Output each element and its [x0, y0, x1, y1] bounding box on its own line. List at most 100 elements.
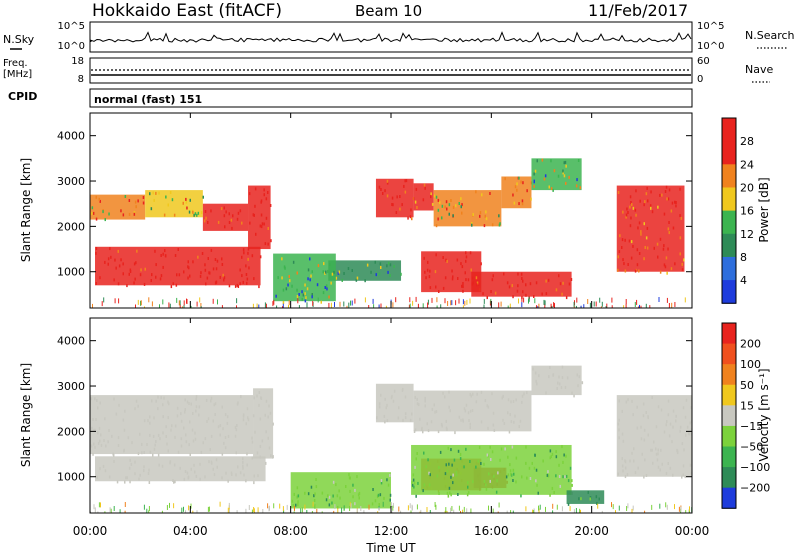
data-cell — [345, 485, 347, 488]
data-cell — [446, 510, 448, 513]
data-cell — [372, 298, 374, 304]
data-cell — [241, 221, 243, 225]
data-cell — [668, 434, 671, 438]
data-cell — [521, 199, 524, 203]
y-tick-label: 3000 — [57, 175, 85, 188]
data-cell — [219, 433, 221, 437]
data-cell — [135, 261, 137, 265]
data-cell — [490, 458, 492, 461]
data-cell — [507, 411, 509, 415]
data-cell — [628, 239, 631, 243]
data-cell — [557, 381, 559, 385]
colorbar-segment — [722, 467, 736, 489]
data-cell — [578, 497, 580, 501]
data-cell — [484, 399, 487, 403]
data-cell — [275, 294, 277, 298]
noise-left-tick-bottom: 10^0 — [58, 41, 85, 52]
data-cell — [568, 282, 571, 286]
data-cell — [455, 300, 457, 306]
data-cell — [665, 502, 667, 508]
data-cell — [497, 511, 499, 513]
data-cell — [633, 459, 635, 463]
data-cell — [504, 177, 506, 181]
data-cell — [469, 251, 472, 255]
data-cell — [465, 447, 467, 451]
data-cell — [475, 190, 477, 194]
noise-right-label: N.Search — [745, 29, 795, 42]
data-cell — [254, 187, 257, 191]
data-cell — [261, 222, 264, 226]
data-cell — [679, 429, 681, 433]
data-cell — [455, 473, 458, 477]
data-cell — [580, 497, 582, 501]
data-cell — [644, 200, 646, 204]
data-cell — [643, 222, 645, 226]
data-cell — [160, 396, 162, 400]
data-cell — [242, 457, 244, 461]
data-cell — [133, 211, 136, 215]
data-cell — [422, 303, 424, 308]
data-cell — [564, 160, 567, 164]
data-cell — [435, 285, 437, 289]
data-cell — [168, 402, 170, 406]
data-cell — [487, 405, 490, 409]
data-cell — [531, 461, 533, 465]
data-cell — [460, 418, 462, 422]
data-cell — [130, 462, 133, 466]
data-cell — [634, 208, 637, 212]
data-cell — [356, 508, 358, 513]
data-cell — [647, 415, 649, 419]
data-cell — [668, 188, 671, 192]
data-cell — [488, 505, 489, 511]
x-tick-label: 16:00 — [474, 524, 509, 538]
data-cell — [348, 473, 350, 477]
data-cell — [664, 190, 667, 193]
data-cell — [621, 432, 624, 436]
data-cell — [267, 503, 269, 509]
data-cell — [119, 509, 121, 513]
data-cell — [239, 471, 242, 475]
data-cell — [622, 210, 624, 214]
data-cell — [288, 275, 290, 278]
data-cell — [378, 304, 380, 308]
data-cell — [487, 426, 489, 430]
data-cell — [492, 274, 494, 278]
data-cell — [674, 200, 676, 204]
data-cell — [378, 272, 381, 276]
data-cell — [178, 300, 180, 306]
data-cell — [492, 423, 495, 427]
data-cell — [95, 251, 97, 255]
data-cell — [415, 494, 417, 498]
data-cell — [472, 392, 474, 396]
data-cell — [417, 303, 419, 308]
data-cell — [265, 216, 268, 220]
data-cell — [176, 406, 179, 410]
data-cell — [330, 302, 332, 308]
data-cell — [679, 425, 682, 429]
data-cell — [327, 269, 329, 273]
data-cell — [446, 427, 448, 431]
data-cell — [152, 453, 154, 457]
data-cell — [376, 495, 379, 499]
data-cell — [643, 438, 646, 442]
data-cell — [104, 218, 106, 222]
data-cell — [646, 226, 649, 230]
data-cell — [225, 471, 227, 475]
data-cell — [247, 418, 250, 422]
data-cell — [461, 211, 463, 215]
data-cell — [312, 501, 314, 507]
data-cell — [199, 297, 201, 303]
data-cell — [402, 418, 404, 422]
data-cell — [237, 401, 239, 405]
data-cell — [445, 258, 447, 262]
data-cell — [511, 284, 513, 288]
data-cell — [193, 213, 195, 217]
data-cell — [517, 272, 519, 276]
data-cell — [390, 396, 393, 400]
data-cell — [477, 459, 480, 463]
data-cell — [452, 275, 454, 279]
data-cell — [379, 493, 382, 497]
data-cell — [165, 425, 167, 429]
data-cell — [128, 212, 131, 216]
data-cell — [538, 505, 539, 511]
